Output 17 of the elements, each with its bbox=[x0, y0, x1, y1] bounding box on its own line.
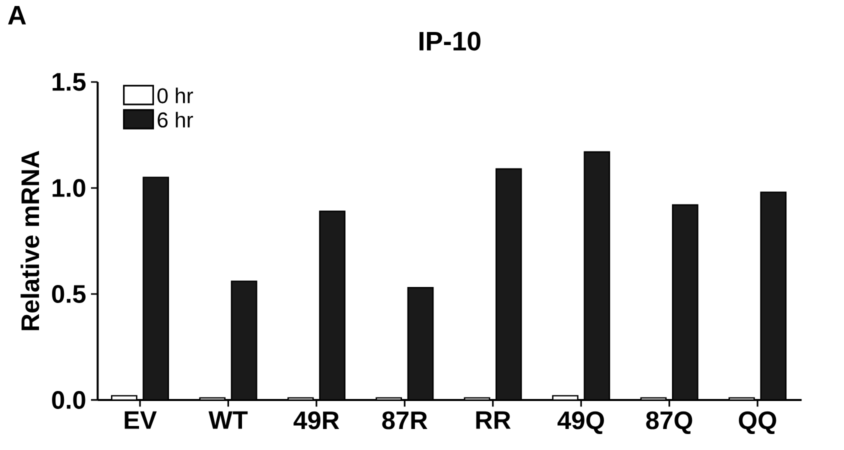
y-tick-label: 0.0 bbox=[52, 391, 86, 409]
legend-label: 0 hr bbox=[157, 88, 194, 104]
y-tick-label: 0.5 bbox=[52, 285, 86, 303]
x-tick-label: 87R bbox=[382, 411, 428, 430]
x-tick-label: EV bbox=[124, 411, 157, 429]
chart-title: IP-10 bbox=[420, 32, 480, 51]
x-tick-label: RR bbox=[476, 411, 511, 429]
text: A bbox=[8, 6, 26, 24]
y-tick-label: 1.5 bbox=[52, 73, 86, 91]
y-tick-label: 1.0 bbox=[52, 179, 86, 197]
x-tick-label: 49Q bbox=[558, 411, 604, 434]
x-tick-label: WT bbox=[208, 411, 248, 429]
x-tick-label: QQ bbox=[738, 411, 776, 434]
y-axis-title: Relative mRNA bbox=[20, 150, 40, 330]
x-tick-label: 87Q bbox=[646, 411, 692, 434]
x-tick-label: 49R bbox=[294, 411, 340, 430]
legend-label: 6 hr bbox=[158, 112, 194, 128]
